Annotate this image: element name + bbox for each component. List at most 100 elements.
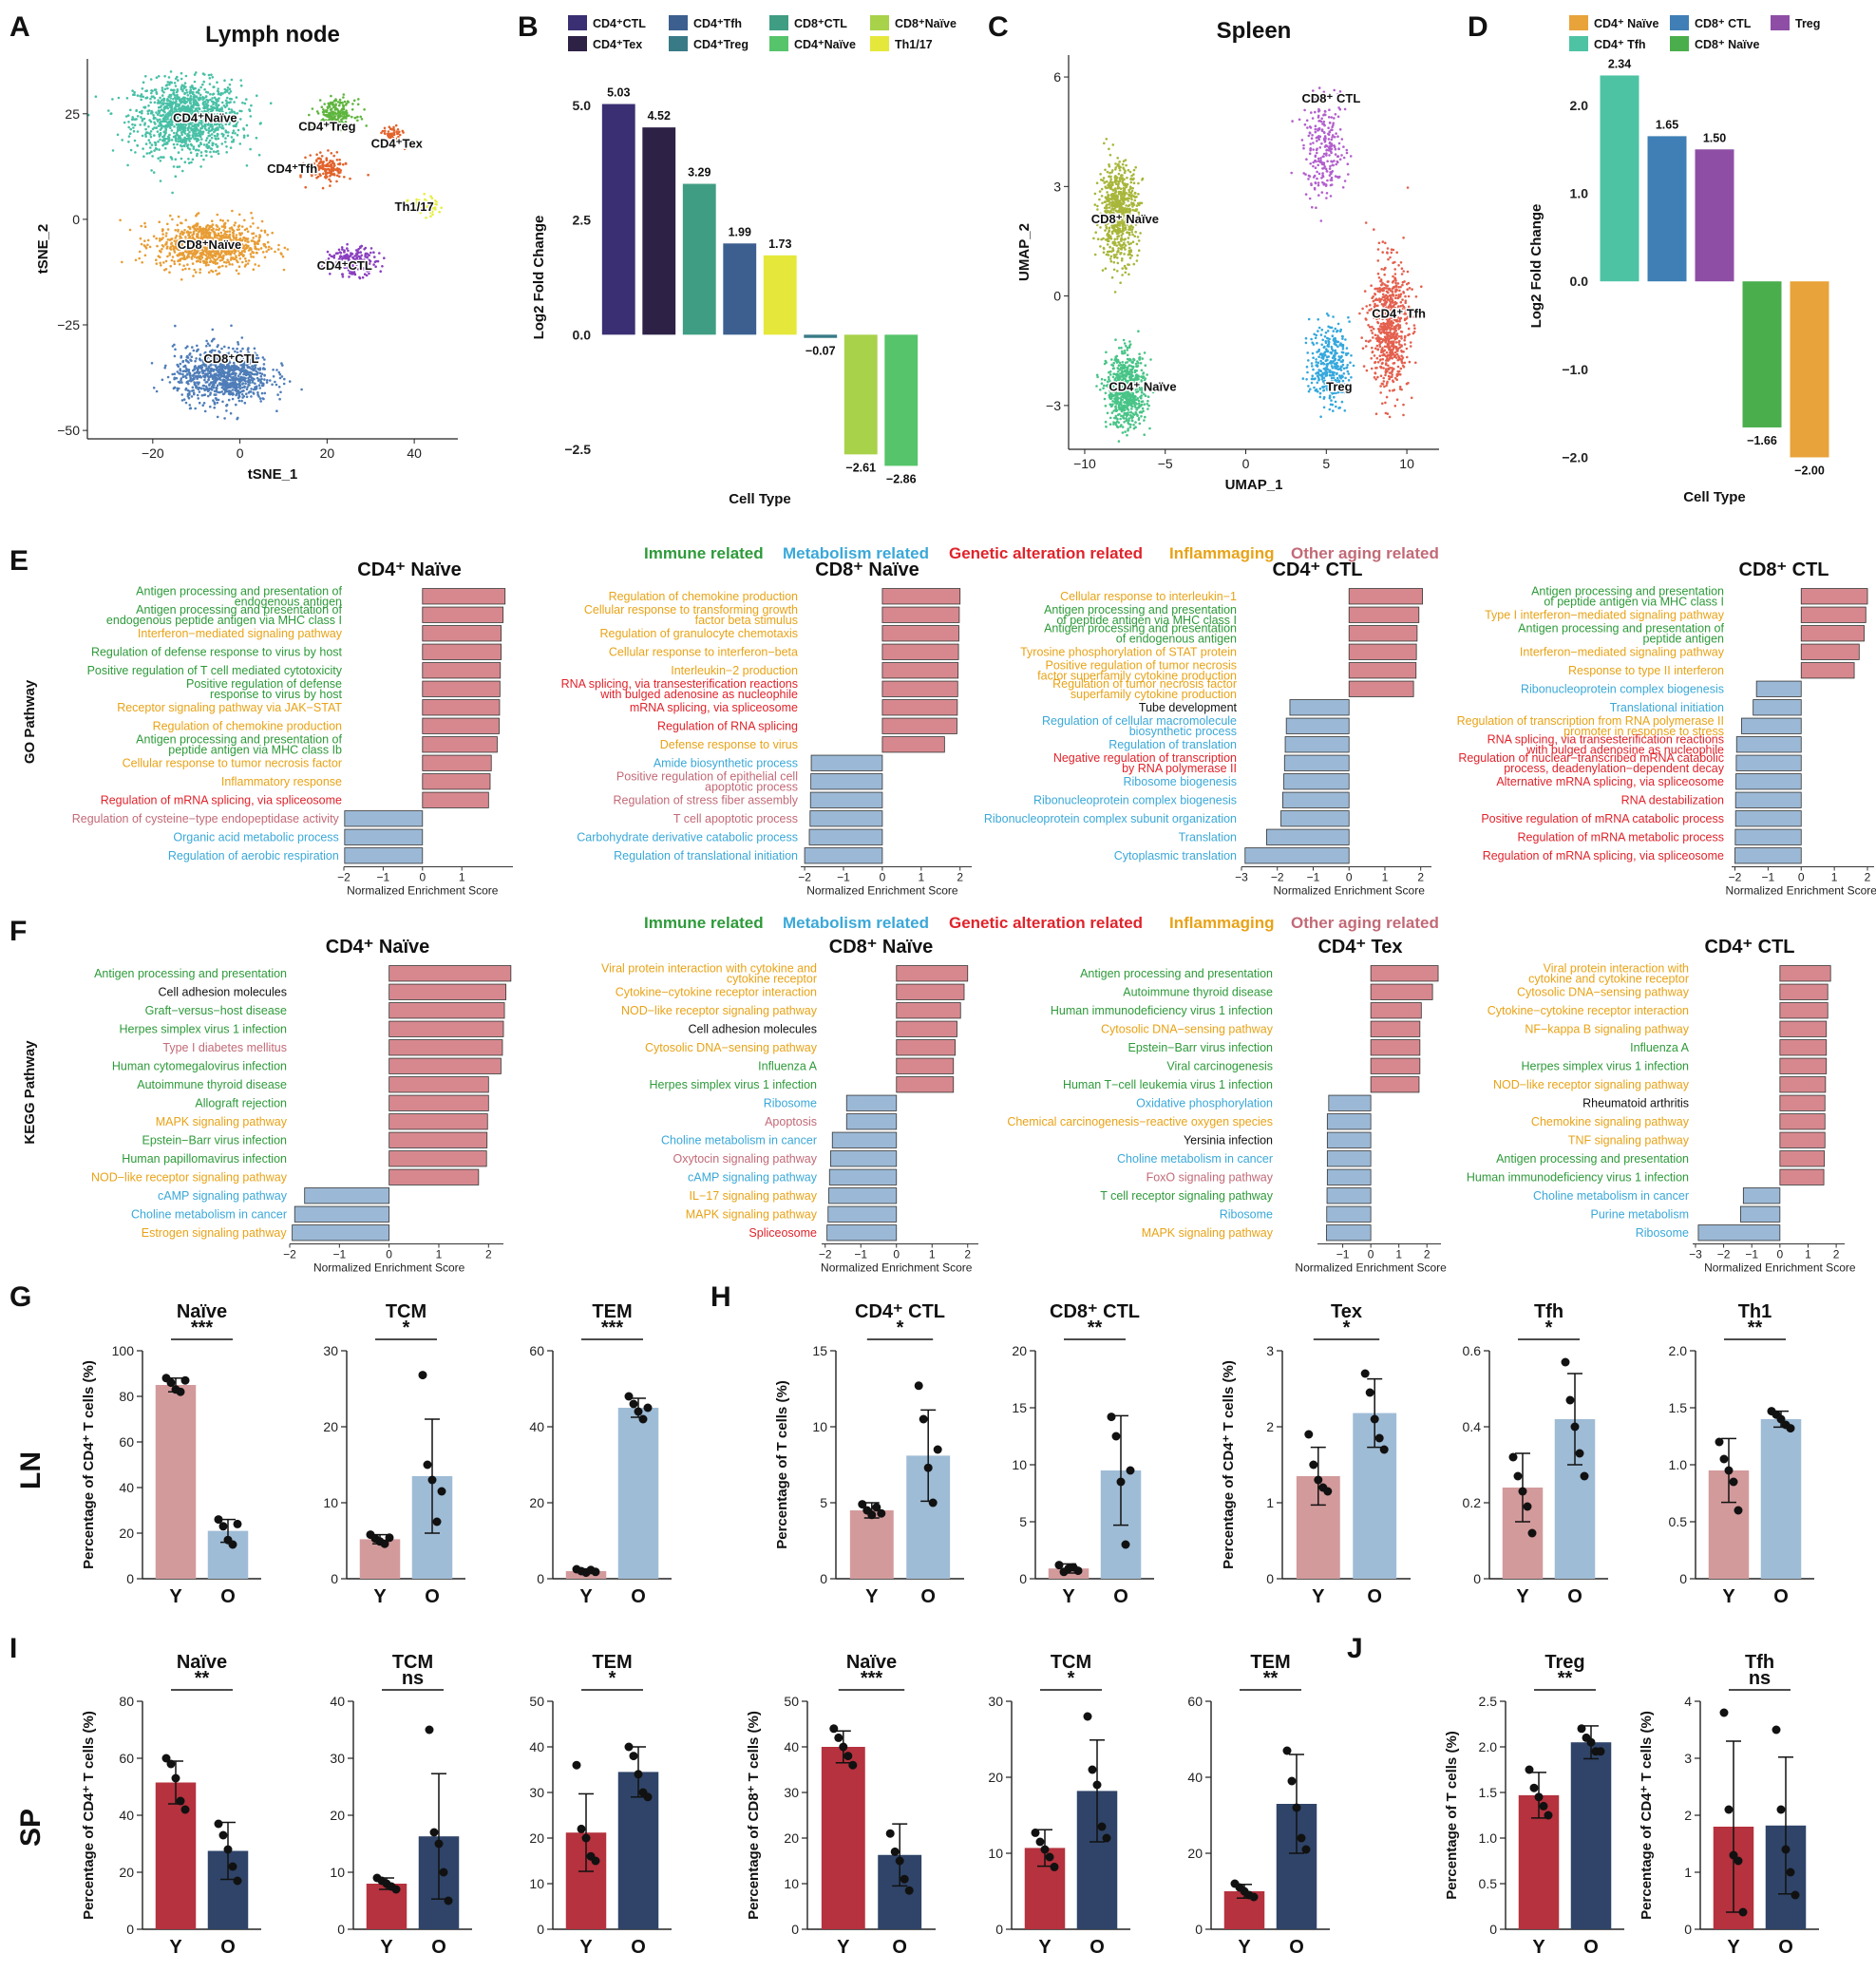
cell-point [324, 164, 328, 167]
cell-point [332, 105, 335, 109]
cell-point [1130, 198, 1133, 201]
cell-point [204, 381, 208, 384]
cell-point [256, 376, 259, 380]
cell-point [149, 120, 153, 123]
cell-point [327, 164, 331, 168]
cell-point [186, 394, 190, 398]
cell-point [107, 109, 110, 112]
cell-point [1112, 423, 1115, 426]
cell-point [203, 409, 207, 413]
cell-point [226, 86, 230, 89]
cell-point [1111, 240, 1114, 244]
cell-point [182, 101, 186, 104]
cell-point [213, 406, 216, 409]
cell-point [217, 92, 220, 96]
cell-point [143, 221, 146, 225]
cell-point [254, 263, 257, 266]
cell-point [159, 118, 161, 122]
cell-point [237, 386, 240, 389]
cell-point [187, 158, 190, 161]
cell-point [269, 379, 272, 382]
cell-point [168, 381, 172, 384]
cell-point [277, 243, 280, 247]
cell-point [202, 101, 205, 104]
cell-point [375, 259, 378, 263]
cell-point [215, 269, 218, 273]
cell-point [380, 131, 383, 135]
cell-point [198, 149, 200, 152]
cell-point [161, 88, 164, 92]
cell-point [1134, 362, 1138, 366]
cell-point [438, 210, 442, 214]
cell-point [249, 247, 253, 250]
cell-point [249, 115, 253, 118]
cell-point [183, 229, 186, 232]
cell-point [242, 136, 246, 139]
cell-point [171, 256, 175, 258]
cell-point [234, 221, 237, 224]
cell-point [1109, 257, 1112, 260]
cell-point [251, 368, 255, 370]
cell-point [202, 80, 205, 84]
cell-point [1096, 375, 1099, 379]
cell-point [189, 123, 193, 125]
cell-point [183, 136, 186, 140]
cell-point [162, 90, 165, 94]
cell-point [1111, 247, 1114, 250]
cell-point [248, 367, 252, 370]
cell-point [396, 132, 399, 136]
cell-point [197, 233, 199, 237]
cell-point [187, 136, 190, 139]
cell-point [237, 377, 239, 381]
cell-point [205, 120, 208, 123]
cell-point [159, 261, 161, 265]
cell-point [199, 154, 203, 158]
cell-point [165, 125, 169, 128]
cell-point [168, 133, 171, 137]
cell-point [352, 99, 356, 103]
cell-point [237, 374, 240, 378]
cell-point [1105, 351, 1108, 354]
cell-point [356, 115, 359, 119]
cell-point [162, 120, 166, 123]
cell-point [1129, 180, 1133, 184]
cell-point [229, 411, 233, 415]
cell-point [216, 132, 219, 136]
cell-point [211, 124, 214, 128]
cell-point [207, 134, 210, 138]
cell-point [132, 129, 136, 133]
cell-point [189, 142, 193, 146]
cell-point [1109, 237, 1113, 240]
cell-point [177, 140, 180, 143]
cell-point [1144, 364, 1147, 368]
cell-point [221, 378, 225, 382]
cell-point [231, 131, 235, 135]
cell-point [245, 123, 249, 127]
cell-point [199, 98, 201, 101]
cell-point [402, 131, 405, 134]
cluster-label: CD8⁺CTL [203, 351, 258, 366]
cell-point [184, 267, 187, 271]
cell-point [359, 115, 363, 119]
cell-point [208, 139, 212, 142]
cell-point [1110, 197, 1113, 200]
cell-point [189, 88, 192, 91]
cell-point [1109, 397, 1112, 401]
cell-point [1140, 410, 1144, 414]
cell-point [1127, 240, 1129, 244]
cell-point [244, 379, 247, 383]
cell-point [180, 77, 183, 81]
cell-point [1117, 247, 1120, 250]
cell-point [1116, 398, 1119, 402]
cell-point [1122, 196, 1126, 199]
cell-point [159, 180, 162, 182]
cell-point [329, 180, 332, 183]
cell-point [1111, 201, 1115, 204]
cell-point [111, 149, 115, 152]
cell-point [245, 395, 249, 399]
cell-point [217, 87, 219, 90]
cell-point [187, 117, 191, 121]
cell-point [258, 387, 262, 389]
cell-point [171, 191, 174, 195]
cell-point [206, 111, 210, 115]
